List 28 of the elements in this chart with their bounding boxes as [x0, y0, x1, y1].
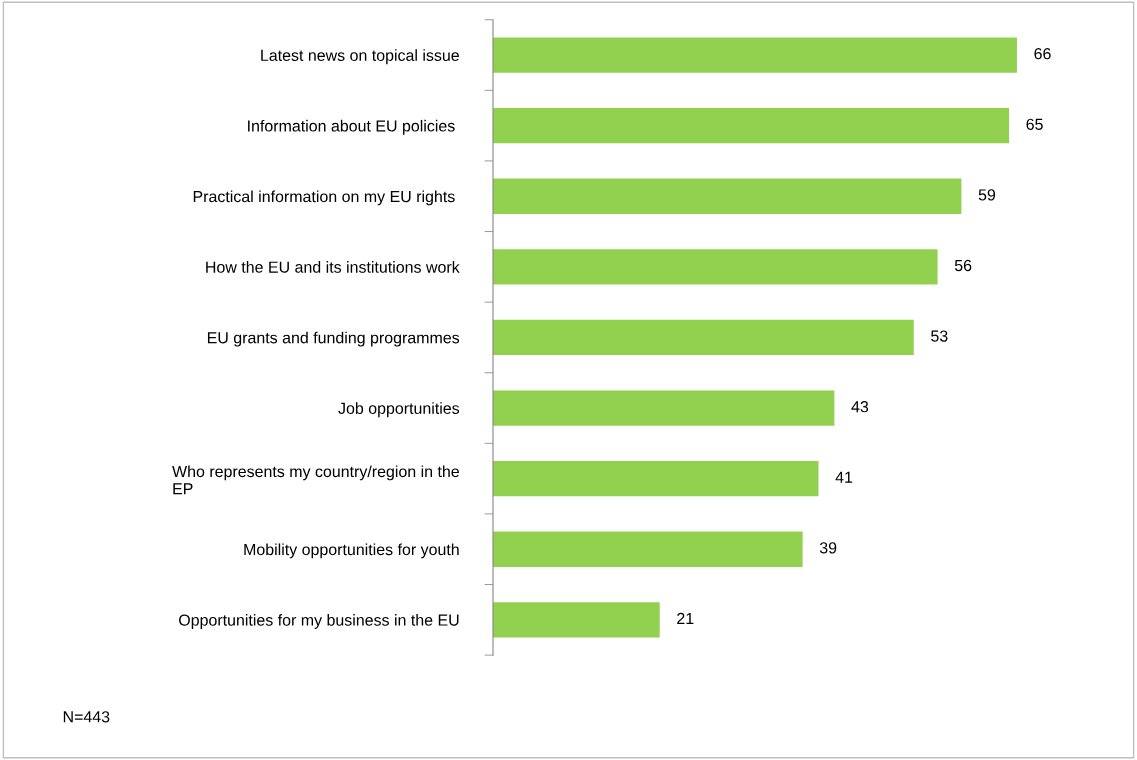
text: N=443: [63, 711, 110, 723]
bar: [493, 319, 914, 356]
data-label: 56: [954, 259, 972, 272]
data-label: 66: [1034, 48, 1051, 60]
data-label: 21: [677, 612, 694, 624]
data-label: 53: [931, 330, 948, 342]
y-tick-label: How the EU and its institutions work: [206, 261, 460, 273]
y-tick-label: Job opportunities: [338, 402, 460, 418]
y-tick-label: Information about EU policies: [248, 119, 455, 135]
y-tick-label: Who represents my country/region in the EP: [172, 465, 459, 495]
bar: [493, 249, 938, 285]
bar: [493, 390, 835, 426]
y-tick-label: Latest news on topical issue: [261, 49, 459, 65]
bar: [493, 37, 1017, 73]
data-label: 43: [851, 401, 869, 413]
data-label: 39: [819, 542, 837, 554]
y-tick-label: Mobility opportunities for youth: [244, 543, 459, 559]
data-label: 59: [978, 189, 996, 201]
y-tick-label: Practical information on my EU rights: [193, 190, 455, 206]
bar: [493, 108, 1010, 144]
bar: [493, 460, 819, 497]
y-tick-label: EU grants and funding programmes: [207, 331, 460, 347]
bar: [493, 178, 962, 214]
data-label: 41: [835, 471, 853, 483]
bar: [493, 531, 803, 567]
y-tick-label: Opportunities for my business in the EU: [179, 614, 459, 629]
bar: [493, 602, 660, 638]
data-label: 65: [1026, 118, 1043, 130]
